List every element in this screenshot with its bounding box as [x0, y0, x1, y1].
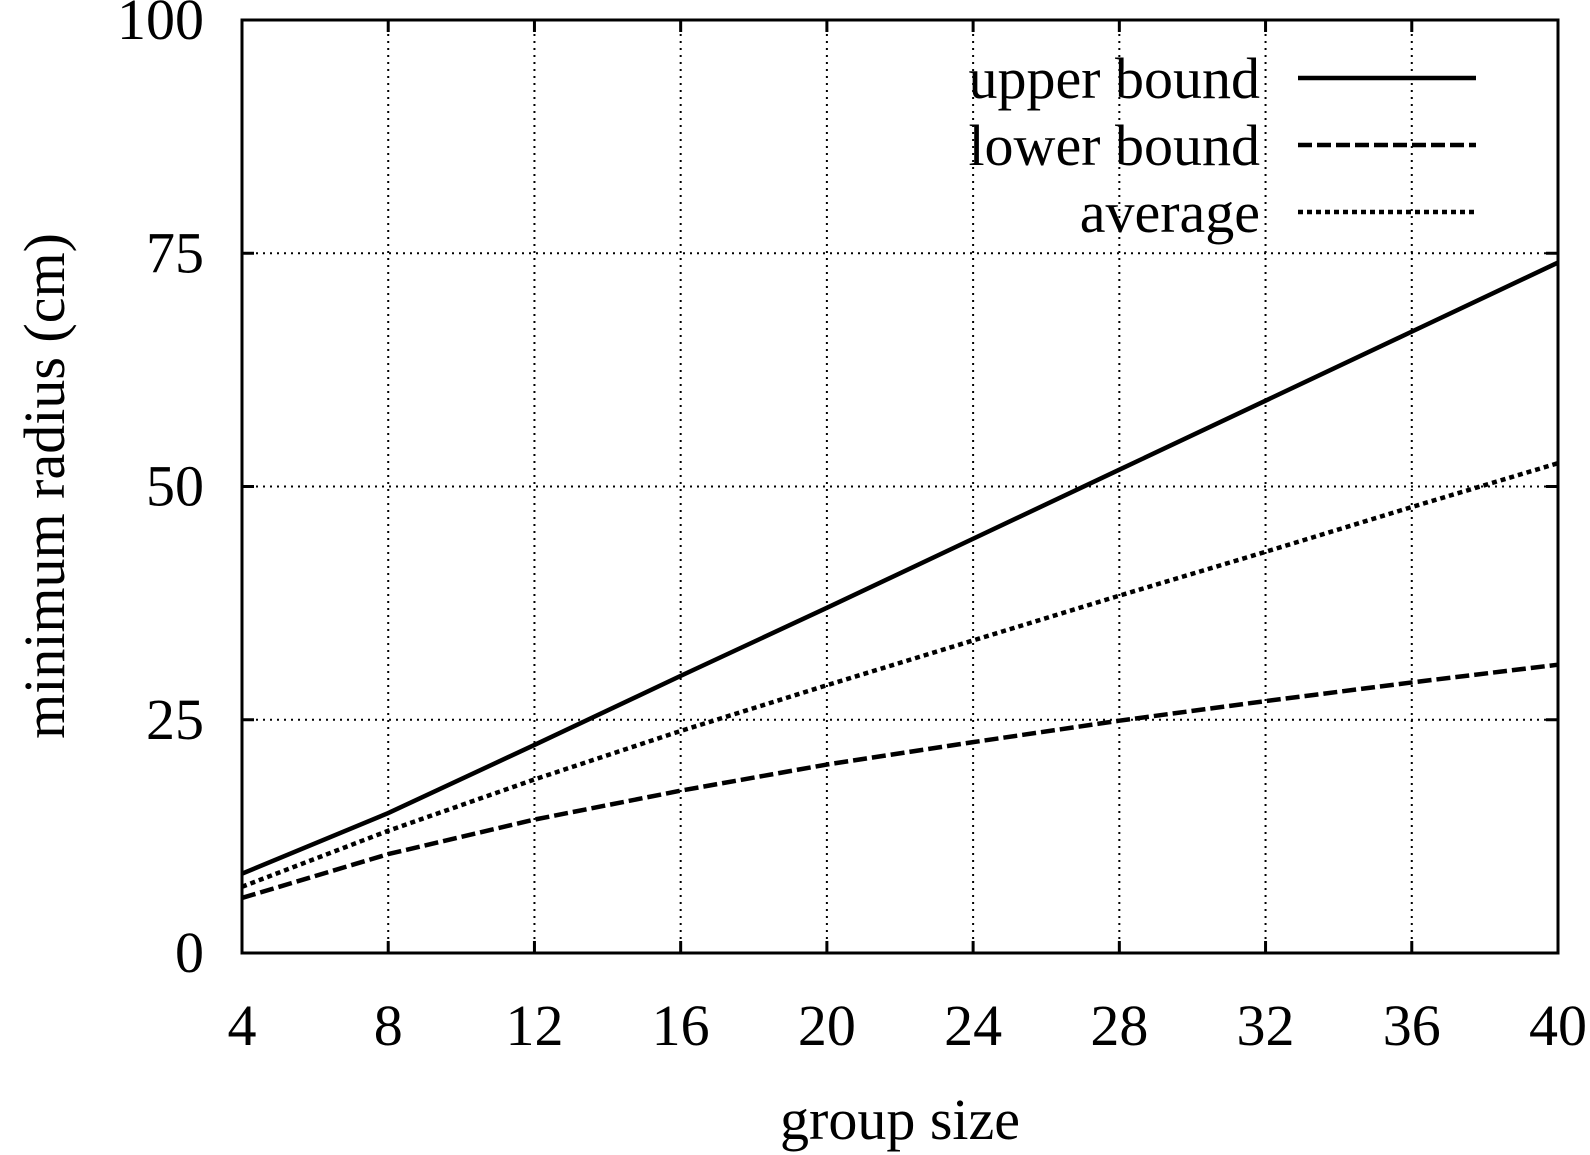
y-axis-title: minimum radius (cm) — [12, 233, 77, 739]
x-tick-label-28: 28 — [1090, 993, 1148, 1058]
x-tick-label-16: 16 — [652, 993, 710, 1058]
grid — [242, 20, 1558, 953]
x-tick-label-32: 32 — [1237, 993, 1295, 1058]
x-tick-label-4: 4 — [228, 993, 257, 1058]
x-tick-label-12: 12 — [505, 993, 563, 1058]
series-upper-bound — [241, 260, 1559, 876]
x-tick-label-24: 24 — [944, 993, 1002, 1058]
legend-label-upper-bound: upper bound — [968, 46, 1260, 111]
x-tick-label-20: 20 — [798, 993, 856, 1058]
y-tick-label-0: 0 — [175, 920, 204, 985]
series-average — [241, 461, 1559, 889]
x-tick-label-36: 36 — [1383, 993, 1441, 1058]
legend-label-average: average — [1080, 180, 1260, 245]
series-lower-bound — [241, 662, 1559, 901]
x-tick-label-40: 40 — [1529, 993, 1587, 1058]
axis-ticks — [240, 18, 1560, 955]
legend-label-lower-bound: lower bound — [968, 113, 1260, 178]
y-tick-label-75: 75 — [146, 220, 204, 285]
series-lines — [241, 260, 1559, 901]
tick-labels: 4 8 12 16 20 24 28 32 36 40 0 25 50 75 100 — [117, 0, 1587, 1058]
x-axis-title: group size — [780, 1087, 1020, 1152]
x-tick-label-8: 8 — [374, 993, 403, 1058]
y-tick-label-25: 25 — [146, 687, 204, 752]
y-tick-label-50: 50 — [146, 454, 204, 519]
y-tick-label-100: 100 — [117, 0, 204, 52]
